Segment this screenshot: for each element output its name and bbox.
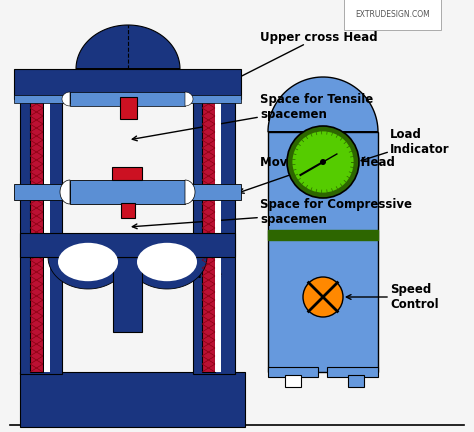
Bar xyxy=(14,95,70,103)
Text: Movable Cross Head: Movable Cross Head xyxy=(239,156,395,193)
Bar xyxy=(121,203,135,218)
Bar xyxy=(202,102,215,372)
Bar xyxy=(20,99,62,374)
Text: Speed
Control: Speed Control xyxy=(346,283,438,311)
Text: Load
Indicator: Load Indicator xyxy=(361,128,450,162)
Circle shape xyxy=(320,159,326,165)
Bar xyxy=(30,102,43,372)
Polygon shape xyxy=(76,25,180,69)
Bar xyxy=(120,97,137,119)
Bar xyxy=(193,99,235,374)
Bar xyxy=(14,184,70,200)
Circle shape xyxy=(291,130,355,194)
Polygon shape xyxy=(185,92,193,106)
Bar xyxy=(70,180,185,204)
Bar xyxy=(268,230,378,240)
Polygon shape xyxy=(48,257,128,289)
Bar xyxy=(44,102,50,372)
Polygon shape xyxy=(268,132,378,372)
Text: EXTRUDESIGN.COM: EXTRUDESIGN.COM xyxy=(355,10,430,19)
Bar xyxy=(268,230,378,240)
Polygon shape xyxy=(62,92,70,106)
Bar xyxy=(348,375,364,387)
Bar xyxy=(185,184,241,200)
Circle shape xyxy=(287,126,359,198)
Bar xyxy=(20,372,245,427)
Polygon shape xyxy=(60,180,70,204)
Text: Space for Tensile
spacemen: Space for Tensile spacemen xyxy=(132,93,373,141)
Bar xyxy=(185,95,241,103)
Bar xyxy=(14,69,241,99)
Circle shape xyxy=(303,277,343,317)
Polygon shape xyxy=(185,180,195,204)
Bar xyxy=(285,375,301,387)
Bar xyxy=(327,367,378,377)
Bar xyxy=(113,257,142,332)
Bar xyxy=(215,102,221,372)
Bar xyxy=(268,367,318,377)
Ellipse shape xyxy=(137,243,197,281)
Polygon shape xyxy=(268,77,378,132)
Polygon shape xyxy=(127,257,207,289)
Text: Upper cross Head: Upper cross Head xyxy=(224,31,378,85)
Ellipse shape xyxy=(58,243,118,281)
Text: Space for Compressive
spacemen: Space for Compressive spacemen xyxy=(132,198,412,229)
Bar xyxy=(20,233,235,257)
Text: Table: Table xyxy=(183,254,223,282)
Bar xyxy=(70,92,185,106)
Bar xyxy=(112,167,142,180)
